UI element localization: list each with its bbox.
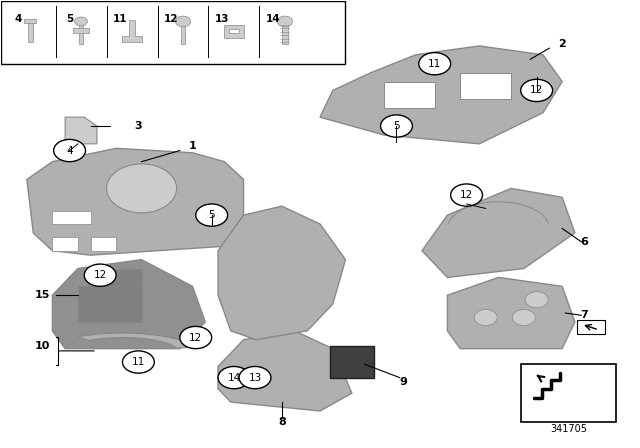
Polygon shape	[384, 82, 435, 108]
Text: 5: 5	[209, 210, 215, 220]
Text: 12: 12	[189, 332, 202, 343]
Circle shape	[180, 327, 212, 349]
Text: 2: 2	[558, 39, 566, 49]
Circle shape	[381, 115, 412, 137]
Text: 3: 3	[134, 121, 141, 131]
Polygon shape	[52, 260, 205, 349]
Polygon shape	[422, 188, 575, 277]
Circle shape	[451, 184, 483, 206]
Circle shape	[106, 164, 177, 213]
Polygon shape	[282, 23, 287, 44]
Text: 12: 12	[530, 86, 543, 95]
Text: 4: 4	[15, 14, 22, 24]
Circle shape	[75, 17, 88, 26]
Polygon shape	[229, 29, 239, 34]
Text: 10: 10	[35, 341, 51, 351]
Polygon shape	[24, 19, 36, 23]
Circle shape	[84, 264, 116, 286]
Circle shape	[122, 351, 154, 373]
Circle shape	[196, 204, 228, 226]
Text: 11: 11	[113, 14, 128, 24]
Text: 12: 12	[93, 270, 107, 280]
FancyBboxPatch shape	[1, 1, 346, 64]
Text: 7: 7	[580, 310, 588, 320]
Text: 15: 15	[35, 290, 51, 300]
Polygon shape	[218, 206, 346, 340]
Circle shape	[513, 310, 536, 326]
FancyBboxPatch shape	[91, 237, 116, 251]
FancyBboxPatch shape	[91, 268, 141, 286]
Text: 14: 14	[266, 14, 281, 24]
Polygon shape	[74, 28, 89, 34]
Polygon shape	[320, 46, 562, 144]
Polygon shape	[28, 20, 33, 43]
Polygon shape	[460, 73, 511, 99]
Text: 341705: 341705	[550, 424, 587, 434]
FancyBboxPatch shape	[330, 346, 374, 378]
FancyBboxPatch shape	[78, 286, 141, 322]
Circle shape	[54, 139, 86, 162]
Polygon shape	[218, 331, 352, 411]
Text: 11: 11	[428, 59, 442, 69]
Circle shape	[521, 79, 552, 102]
Polygon shape	[79, 22, 83, 44]
Text: 5: 5	[393, 121, 400, 131]
Polygon shape	[122, 20, 141, 43]
Polygon shape	[27, 148, 244, 255]
Circle shape	[419, 52, 451, 75]
Circle shape	[175, 16, 191, 27]
FancyBboxPatch shape	[52, 211, 91, 224]
FancyBboxPatch shape	[577, 320, 605, 334]
Text: 14: 14	[227, 373, 241, 383]
Polygon shape	[225, 25, 244, 38]
Text: 12: 12	[164, 14, 179, 24]
Polygon shape	[447, 277, 575, 349]
Text: 13: 13	[215, 14, 230, 24]
FancyBboxPatch shape	[521, 364, 616, 422]
Text: 9: 9	[399, 377, 407, 387]
Text: 1: 1	[189, 141, 196, 151]
Circle shape	[525, 292, 548, 308]
Circle shape	[277, 16, 292, 27]
Text: 13: 13	[248, 373, 262, 383]
Text: 6: 6	[580, 237, 588, 247]
Circle shape	[239, 366, 271, 389]
Text: 4: 4	[67, 146, 73, 155]
Text: 12: 12	[460, 190, 473, 200]
Circle shape	[218, 366, 250, 389]
Text: 5: 5	[66, 14, 73, 24]
Polygon shape	[65, 117, 97, 144]
Circle shape	[474, 310, 497, 326]
Text: 11: 11	[132, 357, 145, 367]
Text: 8: 8	[278, 417, 285, 427]
Polygon shape	[181, 23, 185, 44]
Polygon shape	[77, 333, 195, 348]
FancyBboxPatch shape	[52, 237, 78, 251]
